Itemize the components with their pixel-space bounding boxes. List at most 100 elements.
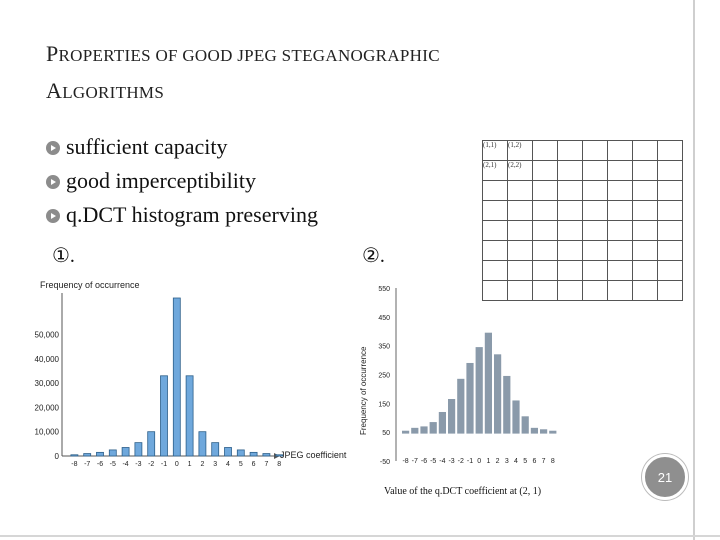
- grid-cell: [657, 180, 683, 201]
- x-tick-label: -1: [467, 458, 473, 465]
- grid-cell: [657, 140, 683, 161]
- grid-cell: [557, 220, 583, 241]
- x-tick-label: 8: [277, 461, 281, 468]
- grid-cell: [607, 200, 633, 221]
- histogram-qdct-coefficient: Frequency of occurrence-5050150250350450…: [359, 286, 557, 466]
- bar: [530, 427, 538, 434]
- bar: [494, 354, 502, 434]
- grid-cell: [532, 260, 558, 281]
- label-one: ①.: [52, 245, 75, 267]
- y-tick-label: 40,000: [35, 355, 60, 364]
- grid-cell: [557, 140, 583, 161]
- x-tick-label: -5: [110, 461, 116, 468]
- grid-cell: [607, 160, 633, 181]
- grid-cell: [632, 240, 658, 261]
- label-two: ②.: [362, 245, 385, 267]
- grid-cell: [507, 240, 533, 261]
- grid-cell: [582, 180, 608, 201]
- x-tick-label: -4: [439, 458, 445, 465]
- x-tick-label: 6: [252, 461, 256, 468]
- x-tick-label: -5: [430, 458, 436, 465]
- grid-cell: [657, 240, 683, 261]
- grid-cell: [582, 140, 608, 161]
- title-cap-1: P: [46, 41, 59, 66]
- bar: [83, 453, 92, 457]
- grid-cell: [607, 240, 633, 261]
- x-tick-label: -6: [421, 458, 427, 465]
- grid-cell: [607, 220, 633, 241]
- bar: [475, 347, 483, 434]
- x-tick-label: 5: [239, 461, 243, 468]
- bullet-arrow-icon: [46, 141, 60, 155]
- bar: [108, 449, 117, 457]
- grid-cell: [557, 160, 583, 181]
- x-tick-label: 8: [551, 458, 555, 465]
- bar: [121, 447, 130, 457]
- grid-cell: [632, 160, 658, 181]
- grid-cell: [607, 140, 633, 161]
- grid-cell: [657, 280, 683, 301]
- title-line-2: LGORITHMS: [62, 83, 165, 102]
- grid-cell: [657, 200, 683, 221]
- x-tick-label: -1: [161, 461, 167, 468]
- grid-cell: [532, 180, 558, 201]
- bar: [96, 451, 104, 457]
- bullet-arrow-icon: [46, 175, 60, 189]
- title-line-1: ROPERTIES OF GOOD JPEG STEGANOGRAPHIC: [58, 46, 440, 65]
- bullet-item: q.DCT histogram preserving: [46, 198, 318, 232]
- grid-cell: [607, 280, 633, 301]
- slide-border-horizontal: [0, 535, 720, 537]
- x-tick-label: 2: [200, 461, 204, 468]
- grid-cell: [507, 260, 533, 281]
- x-tick-label: 7: [264, 461, 268, 468]
- x-tick-label: -2: [458, 458, 464, 465]
- grid-cell: (2,2): [507, 160, 533, 181]
- grid-cell: [582, 240, 608, 261]
- slide-title: PROPERTIES OF GOOD JPEG STEGANOGRAPHIC A…: [46, 36, 666, 110]
- grid-cell: [532, 160, 558, 181]
- grid-cell: [482, 240, 508, 261]
- bar: [521, 416, 529, 434]
- x-axis-label: JPEG coefficient: [280, 450, 347, 460]
- x-tick-label: -8: [402, 458, 408, 465]
- x-tick-label: -4: [122, 461, 128, 468]
- x-tick-label: 0: [477, 458, 481, 465]
- y-axis-label: Frequency of occurrence: [359, 346, 368, 435]
- y-axis-label: Frequency of occurrence: [40, 280, 140, 290]
- grid-cell: [532, 220, 558, 241]
- grid-cell: [632, 180, 658, 201]
- grid-cell: [632, 220, 658, 241]
- bullet-text: sufficient capacity: [66, 134, 228, 159]
- y-tick-label: 450: [378, 315, 390, 322]
- bar: [484, 332, 492, 434]
- grid-cell: [507, 220, 533, 241]
- bar: [262, 453, 271, 457]
- bar: [236, 449, 245, 457]
- bar: [420, 426, 428, 434]
- x-tick-label: 3: [213, 461, 217, 468]
- bar: [249, 451, 258, 457]
- bar: [402, 430, 410, 434]
- bar: [503, 375, 511, 434]
- grid-cell: [482, 180, 508, 201]
- bar: [549, 430, 557, 434]
- grid-cell: [582, 280, 608, 301]
- y-tick-label: 150: [378, 401, 390, 408]
- grid-cell: [657, 220, 683, 241]
- bullet-text: q.DCT histogram preserving: [66, 202, 318, 227]
- y-tick-label: 50,000: [35, 330, 60, 339]
- bar: [211, 442, 220, 457]
- grid-cell: [532, 240, 558, 261]
- bar: [224, 447, 232, 457]
- grid-cell: (1,1): [482, 140, 508, 161]
- bar: [540, 429, 548, 434]
- grid-cell: [532, 200, 558, 221]
- grid-cell: (2,1): [482, 160, 508, 181]
- grid-cell: [632, 200, 658, 221]
- bar: [70, 454, 79, 457]
- bullet-text: good imperceptibility: [66, 168, 257, 193]
- grid-cell: [657, 260, 683, 281]
- x-tick-label: -8: [71, 461, 77, 468]
- grid-cell: [557, 260, 583, 281]
- bar: [429, 422, 437, 434]
